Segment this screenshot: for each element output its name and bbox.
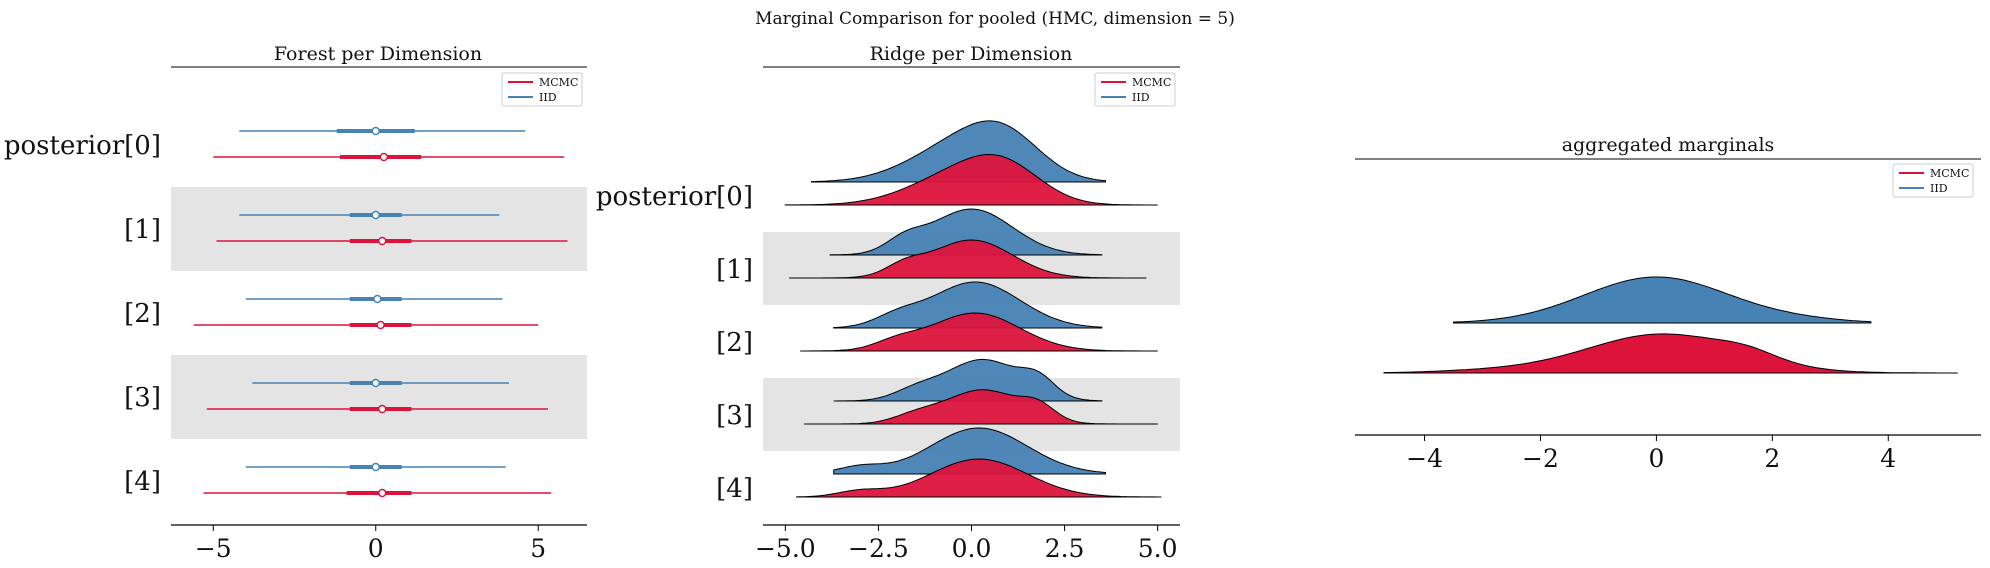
ridge-xtick-label-4: 5.0	[1138, 534, 1178, 563]
aggregated-xtick-label-0: −4	[1406, 444, 1443, 473]
forest-median-iid-1	[371, 210, 380, 220]
forest-median-mcmc-0	[379, 152, 389, 162]
forest-marks	[193, 126, 568, 498]
ridge-iid-1	[829, 208, 1103, 256]
ridge-ylabel-4: [4]	[716, 474, 753, 504]
ridge-xtick-label-0: −5.0	[755, 534, 816, 563]
forest-ylabels: posterior[0] [1] [2] [3] [4]	[4, 131, 161, 497]
forest-band-row-3	[171, 355, 587, 439]
forest-median-iid-2	[373, 294, 382, 304]
forest-median-mcmc-3	[378, 404, 387, 414]
aggregated-xtick-label-2: 0	[1648, 444, 1664, 473]
aggregated-legend-mcmc: MCMC	[1930, 167, 1969, 180]
forest-legend-iid: IID	[539, 91, 557, 104]
forest-ylabel-4: [4]	[124, 467, 161, 497]
forest-median-mcmc-2	[376, 320, 385, 330]
ridge-iid-2	[833, 281, 1103, 329]
forest-ylabel-3: [3]	[124, 383, 161, 413]
forest-xtick-label-2: 5	[530, 534, 546, 563]
ridge-xticks: −5.0 −2.5 0.0 2.5 5.0	[755, 525, 1178, 563]
aggregated-xtick-label-1: −2	[1522, 444, 1559, 473]
forest-xtick-label-1: 0	[368, 534, 384, 563]
figure-suptitle: Marginal Comparison for pooled (HMC, dim…	[755, 9, 1235, 29]
ridge-mcmc-0	[784, 153, 1158, 206]
aggregated-mcmc-ridge	[1383, 333, 1958, 374]
forest-title: Forest per Dimension	[274, 43, 482, 65]
ridge-ylabel-3: [3]	[716, 401, 753, 431]
ridge-legend-mcmc: MCMC	[1132, 76, 1171, 89]
ridge-xtick-label-1: −2.5	[848, 534, 909, 563]
ridge-ylabels: posterior[0] [1] [2] [3] [4]	[596, 182, 753, 504]
ridge-ylabel-2: [2]	[716, 328, 753, 358]
forest-median-iid-4	[371, 462, 380, 472]
aggregated-marks	[1383, 276, 1958, 374]
ridge-title: Ridge per Dimension	[870, 43, 1073, 65]
aggregated-xtick-label-3: 2	[1764, 444, 1780, 473]
ridge-legend-iid: IID	[1132, 91, 1150, 104]
forest-bands	[171, 187, 587, 439]
ridge-legend: MCMC IID	[1094, 72, 1176, 107]
aggregated-iid-ridge	[1453, 276, 1872, 324]
aggregated-xtick-label-4: 4	[1880, 444, 1896, 473]
aggregated-panel: aggregated marginals −4 −2 0 2 4 MCMC IID	[1355, 134, 1981, 473]
ridge-mcmc-1	[789, 239, 1147, 279]
forest-median-mcmc-4	[378, 488, 387, 498]
ridge-mcmc-3	[804, 389, 1158, 425]
forest-median-mcmc-1	[378, 236, 387, 246]
ridge-xtick-label-3: 2.5	[1045, 534, 1085, 563]
ridge-panel: Ridge per Dimension posterior[0] [1] [2] [3…	[596, 43, 1180, 563]
forest-panel: Forest per Dimension posterior[0] [1] [2] […	[4, 43, 587, 563]
forest-ylabel-0: posterior[0]	[4, 131, 161, 161]
forest-median-iid-0	[371, 126, 380, 136]
ridge-iid-4	[833, 427, 1106, 475]
forest-ylabel-1: [1]	[124, 215, 161, 245]
aggregated-title: aggregated marginals	[1562, 134, 1775, 156]
ridge-ylabel-0: posterior[0]	[596, 182, 753, 212]
forest-xticks: −5 0 5	[195, 525, 546, 563]
ridge-ylabel-1: [1]	[716, 255, 753, 285]
forest-legend: MCMC IID	[501, 72, 583, 107]
ridge-mcmc-4	[796, 458, 1162, 498]
ridge-marks	[784, 120, 1162, 498]
forest-legend-mcmc: MCMC	[539, 76, 578, 89]
ridge-iid-3	[833, 358, 1103, 402]
forest-ylabel-2: [2]	[124, 299, 161, 329]
aggregated-legend: MCMC IID	[1892, 163, 1974, 198]
forest-median-iid-3	[371, 378, 380, 388]
aggregated-legend-iid: IID	[1930, 182, 1948, 195]
ridge-iid-0	[810, 120, 1106, 183]
aggregated-xticks: −4 −2 0 2 4	[1406, 435, 1896, 473]
forest-band-row-1	[171, 187, 587, 271]
ridge-mcmc-2	[800, 312, 1158, 352]
forest-xtick-label-0: −5	[195, 534, 232, 563]
ridge-xtick-label-2: 0.0	[952, 534, 992, 563]
